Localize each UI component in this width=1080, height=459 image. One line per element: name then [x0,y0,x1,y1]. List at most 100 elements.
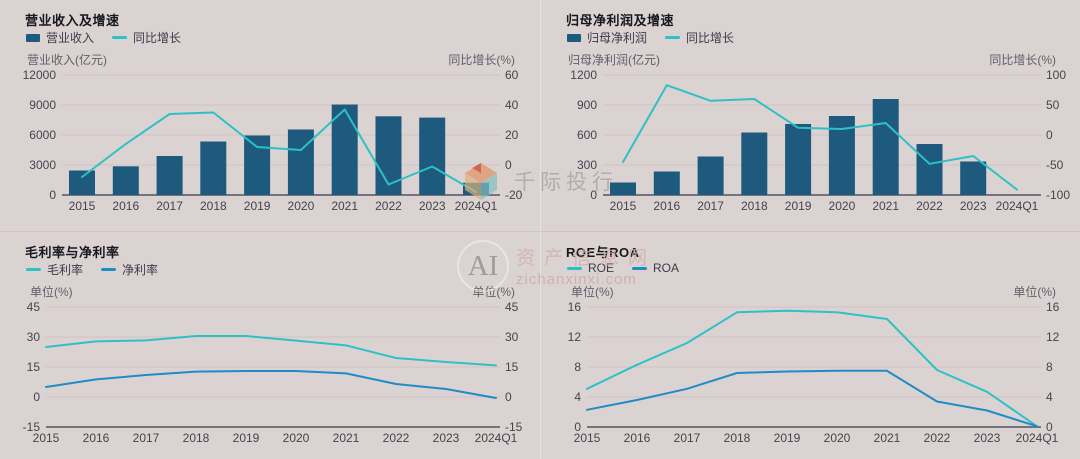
x-axis-tick: 2015 [574,431,601,445]
x-axis-tick: 2017 [156,199,183,213]
y-axis-tick-left: 16 [568,300,582,314]
x-axis-tick: 2020 [288,199,315,213]
bar-net-profit [697,156,724,195]
chart-title: ROE与ROA [566,245,640,260]
x-axis-tick: 2024Q1 [1016,431,1059,445]
x-axis-tick: 2023 [960,199,987,213]
x-axis-tick: 2024Q1 [475,431,518,445]
x-axis-tick: 2019 [244,199,271,213]
x-axis-tick: 2018 [741,199,768,213]
y-axis-tick-right: 16 [1046,300,1060,314]
x-axis-tick: 2016 [112,199,139,213]
x-axis-tick: 2015 [33,431,60,445]
x-axis-tick: 2021 [872,199,899,213]
legend-item-gross-margin[interactable]: 毛利率 [26,261,83,278]
y-axis-tick-right: 60 [505,68,519,82]
panel-net-profit-growth: 归母净利润及增速 归母净利润 同比增长 1200 100 900 50 600 0 300 -5… [540,0,1080,232]
chart-legend: 归母净利润 同比增长 [567,29,734,46]
y-axis-tick-left: 45 [27,300,41,314]
line-yoy-growth [81,108,477,193]
y-axis-tick-right: 0 [1046,128,1053,142]
legend-label: 同比增长 [133,31,182,45]
line-roe [586,309,1038,428]
legend-label: 营业收入 [46,31,95,45]
bar-revenue [419,117,446,195]
y-axis-tick-left: 900 [577,98,597,112]
x-axis-tick: 2018 [200,199,227,213]
x-axis-tick: 2022 [916,199,943,213]
y-axis-tick-left: 15 [27,360,41,374]
line-roa [586,369,1038,428]
y-axis-tick-left: 8 [574,360,581,374]
y-axis-tick-right: -20 [505,188,523,202]
x-axis-tick: 2017 [697,199,724,213]
x-axis-tick: 2020 [824,431,851,445]
x-axis-tick: 2017 [674,431,701,445]
panel-revenue-growth: 营业收入及增速 营业收入 同比增长 12000 60 9000 40 6000 20 3000… [0,0,540,232]
line-yoy-growth [622,84,1018,191]
bar-swatch-icon [26,33,40,42]
line-swatch-icon [112,36,128,39]
x-axis-tick: 2021 [333,431,360,445]
roe-roa-plot: 16 16 12 12 8 8 4 4 0 0 单位(%) 单位(%) 2015 2016 2017 2018… [568,284,1060,445]
bar-revenue [156,156,183,195]
legend-item-revenue[interactable]: 营业收入 [26,29,94,46]
y-axis-tick-right: 15 [505,360,519,374]
x-axis-tick: 2015 [610,199,637,213]
y-axis-tick-right: 20 [505,128,519,142]
y-axis-tick-left: 9000 [29,98,56,112]
legend-item-yoy-growth[interactable]: 同比增长 [112,29,181,46]
legend-item-net-profit[interactable]: 归母净利润 [567,29,647,46]
legend-item-net-margin[interactable]: 净利率 [101,261,158,278]
line-swatch-icon [567,266,582,270]
legend-label: 归母净利润 [587,31,648,45]
y-axis-tick-right: 0 [1046,420,1053,434]
bar-revenue [200,141,227,195]
y-axis-unit-right: 同比增长(%) [448,53,515,67]
y-axis-tick-left: 0 [590,188,597,202]
x-axis-tick: 2020 [829,199,856,213]
x-axis-tick: 2023 [974,431,1001,445]
legend-item-roe[interactable]: ROE [567,261,614,275]
x-axis-tick: 2016 [653,199,680,213]
x-axis-tick: 2022 [375,199,402,213]
x-axis-tick: 2021 [874,431,901,445]
y-axis-tick-left: 300 [577,158,597,172]
y-axis-tick-right: 8 [1046,360,1053,374]
x-axis-tick: 2019 [233,431,260,445]
bar-net-profit [610,182,636,195]
y-axis-unit-right: 单位(%) [1013,284,1056,299]
net-profit-growth-plot: 1200 100 900 50 600 0 300 -50 0 -100 归母净利润(亿元) 同比增长… [568,52,1070,213]
y-axis-tick-left: 12 [568,330,582,344]
y-axis-tick-right: 4 [1046,390,1053,404]
bar-net-profit [872,99,899,195]
y-axis-tick-left: 0 [574,420,581,434]
line-swatch-icon [665,36,681,39]
line-swatch-icon [26,268,41,271]
legend-item-roa[interactable]: ROA [632,261,679,275]
y-axis-unit-left: 单位(%) [30,284,73,299]
y-axis-tick-right: 45 [505,300,519,314]
x-axis-tick: 2023 [419,199,446,213]
x-axis-tick: 2022 [924,431,951,445]
y-axis-tick-left: 0 [33,390,40,404]
x-axis-tick: 2022 [383,431,410,445]
x-axis-tick: 2016 [83,431,110,445]
x-axis-tick: 2016 [624,431,651,445]
chart-legend: 毛利率 净利率 [26,261,158,278]
y-axis-tick-left: 4 [574,390,581,404]
y-axis-tick-left: 6000 [29,128,56,142]
bar-revenue [287,129,314,195]
y-axis-tick-right: 50 [1046,98,1060,112]
legend-label: 净利率 [122,263,159,277]
y-axis-tick-left: -15 [23,420,41,434]
y-axis-tick-right: -100 [1046,188,1070,202]
y-axis-tick-right: 100 [1046,68,1066,82]
bar-net-profit [653,171,680,195]
y-axis-tick-left: 30 [27,330,41,344]
legend-item-yoy-growth[interactable]: 同比增长 [665,29,734,46]
x-axis-tick: 2019 [774,431,801,445]
y-axis-tick-left: 12000 [23,68,57,82]
bar-net-profit [785,124,812,195]
x-axis-tick: 2019 [785,199,812,213]
